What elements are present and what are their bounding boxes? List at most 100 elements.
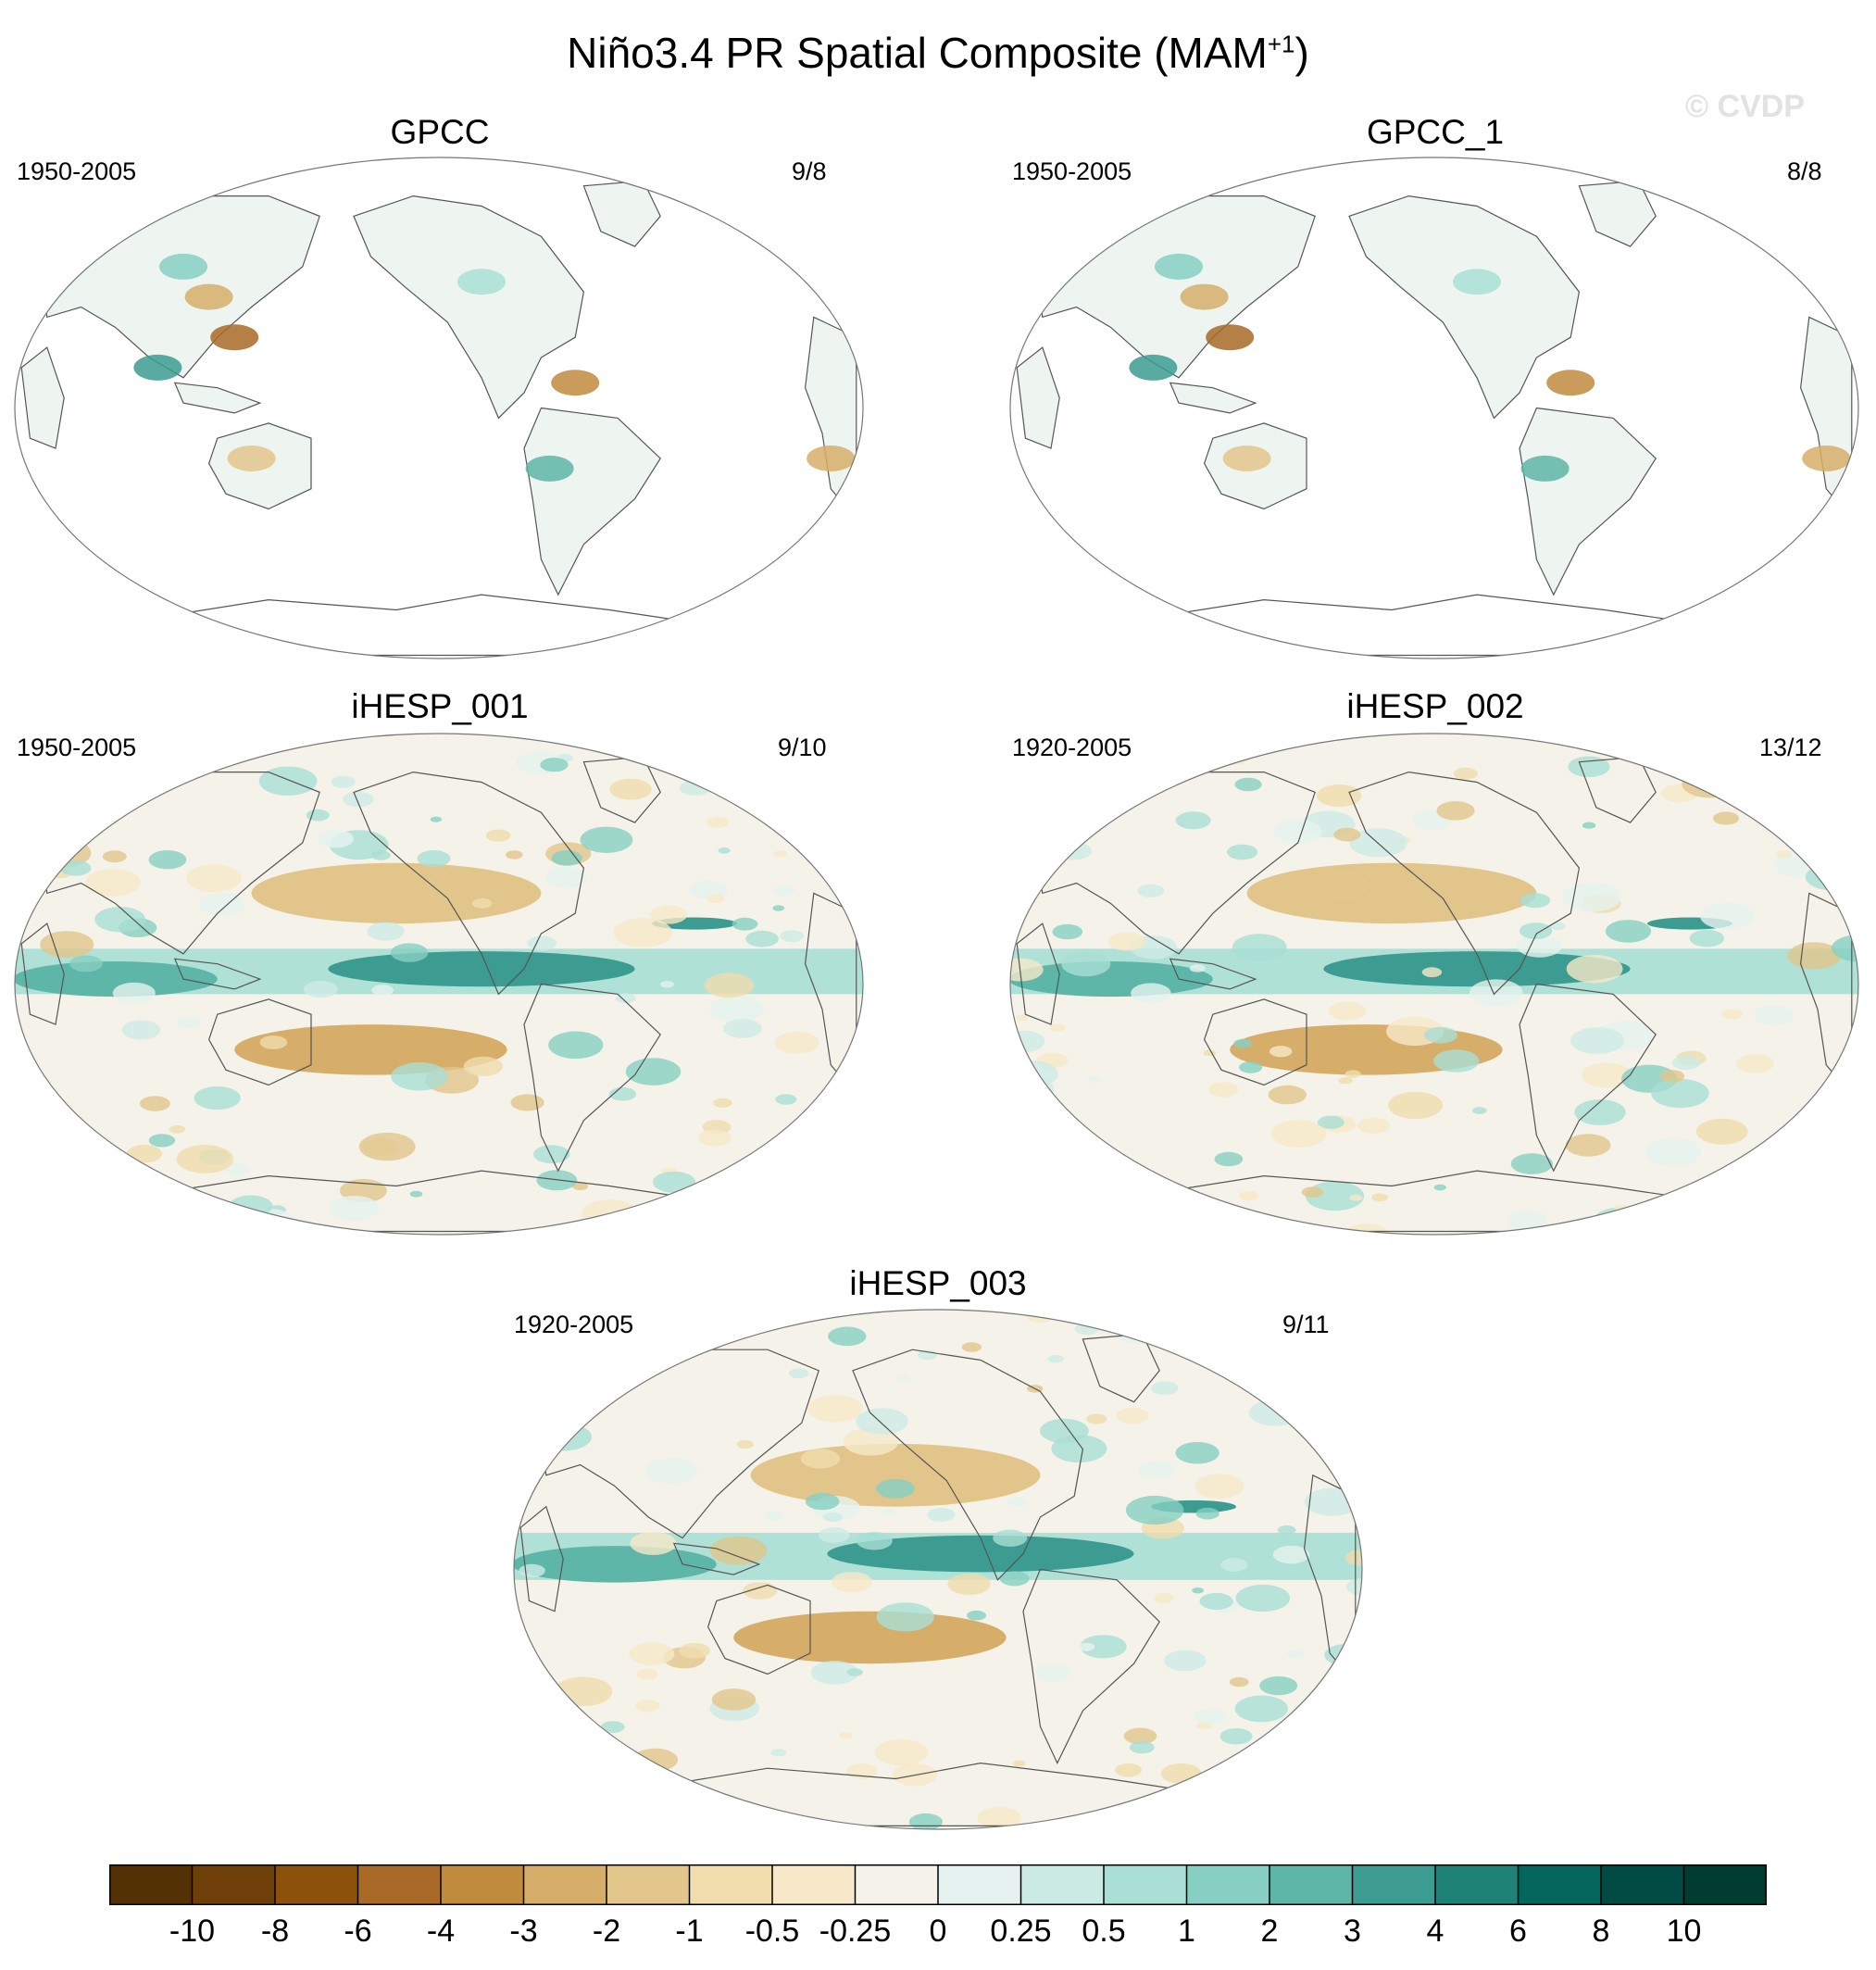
anomaly-patch (56, 1220, 100, 1235)
anomaly-patch (608, 1087, 637, 1101)
panel-years-ihesp-002: 1920-2005 (1012, 734, 1132, 761)
anomaly-patch (15, 1190, 27, 1201)
land-anomaly-patch (1129, 354, 1178, 381)
anomaly-patch (1453, 767, 1478, 780)
anomaly-patch (795, 1132, 837, 1153)
anomaly-patch (810, 1661, 858, 1685)
anomaly-patch (1328, 1001, 1367, 1021)
title-closing: ) (1294, 29, 1309, 77)
anomaly-patch (713, 1098, 732, 1108)
anomaly-patch (1388, 1091, 1443, 1120)
anomaly-patch (510, 1094, 544, 1111)
anomaly-patch (1248, 1399, 1302, 1426)
anomaly-patch (856, 1532, 893, 1550)
land-anomaly-patch (1180, 283, 1229, 310)
anomaly-patch (1273, 819, 1322, 844)
anomaly-patch (417, 850, 451, 867)
anomaly-patch (514, 1444, 545, 1468)
colorbar-label: 3 (1344, 1914, 1361, 1949)
anomaly-patch (199, 892, 246, 916)
anomaly-patch (329, 1196, 380, 1222)
anomaly-patch (318, 829, 354, 848)
anomaly-patch (1125, 1495, 1184, 1525)
anomaly-patch (1010, 1175, 1048, 1195)
anomaly-patch (1776, 849, 1792, 859)
pacific-wet-anomaly (1323, 951, 1631, 987)
anomaly-patch (967, 1610, 986, 1621)
anomaly-patch (1026, 1188, 1081, 1216)
anomaly-patch (121, 1020, 161, 1040)
anomaly-patch (1436, 801, 1475, 821)
anomaly-patch (1344, 1223, 1389, 1235)
anomaly-patch (1605, 920, 1652, 943)
anomaly-patch (704, 972, 755, 998)
land-anomaly-patch (227, 445, 276, 471)
colorbar-swatch (1601, 1864, 1684, 1905)
anomaly-patch (1805, 863, 1858, 891)
anomaly-patch (597, 1374, 633, 1393)
anomaly-patch (775, 1094, 797, 1105)
anomaly-patch (1214, 1151, 1244, 1167)
anomaly-patch (1018, 770, 1066, 795)
anomaly-patch (745, 930, 779, 947)
land-anomaly-patch (184, 283, 233, 310)
panel-years-gpcc: 1950-2005 (17, 157, 137, 185)
colorbar-swatch (1518, 1864, 1602, 1905)
colorbar-label: -4 (426, 1914, 456, 1949)
anomaly-patch (1016, 1014, 1029, 1021)
land-anomaly-patch (1453, 269, 1501, 295)
anomaly-patch (1289, 1322, 1316, 1336)
anomaly-patch (819, 850, 847, 864)
anomaly-patch (736, 1439, 755, 1449)
coastline-northAmerica (852, 1349, 1084, 1581)
colorbar-swatch (938, 1864, 1021, 1905)
map-gpcc (14, 157, 864, 659)
colorbar-swatch (1186, 1864, 1270, 1905)
anomaly-patch (601, 1721, 625, 1733)
anomaly-patch (1272, 1545, 1309, 1564)
anomaly-patch (1241, 1310, 1293, 1324)
anomaly-patch (633, 1208, 655, 1219)
anomaly-patch (1007, 1497, 1028, 1507)
anomaly-patch (774, 1031, 819, 1054)
anomaly-patch (229, 1195, 273, 1217)
anomaly-patch (1519, 922, 1553, 939)
anomaly-patch (1080, 1635, 1127, 1659)
anomaly-patch (993, 1529, 1028, 1547)
colorbar-label: -10 (169, 1914, 216, 1949)
colorbar (109, 1864, 1767, 1905)
land-anomaly-patch (210, 324, 259, 351)
colorbar-label: -6 (344, 1914, 372, 1949)
land-anomaly-patch (525, 455, 574, 482)
anomaly-patch (788, 1178, 844, 1206)
anomaly-patch (1659, 1070, 1685, 1083)
anomaly-patch (709, 995, 765, 1023)
anomaly-patch (697, 1129, 732, 1147)
anomaly-patch (544, 867, 587, 888)
coastline-southAmerica (1022, 1568, 1160, 1764)
anomaly-patch (908, 1813, 943, 1829)
anomaly-patch (1115, 1763, 1143, 1777)
anomaly-patch (1010, 1147, 1056, 1175)
anomaly-patch (514, 1807, 542, 1829)
panel-years-ihesp-003: 1920-2005 (514, 1311, 634, 1338)
anomaly-patch (126, 1145, 163, 1163)
anomaly-patch (519, 1563, 545, 1577)
map-gpcc-1 (1009, 157, 1859, 659)
anomaly-patch (551, 850, 582, 866)
colorbar-swatch (772, 1864, 856, 1905)
anomaly-patch (828, 1326, 867, 1347)
anomaly-patch (1165, 746, 1202, 765)
anomaly-patch (57, 1218, 103, 1235)
anomaly-patch (819, 1527, 850, 1543)
anomaly-patch (773, 885, 795, 897)
anomaly-patch (1139, 1461, 1175, 1479)
anomaly-patch (1013, 743, 1050, 761)
anomaly-patch (831, 1572, 873, 1593)
anomaly-patch (1051, 1435, 1107, 1463)
colorbar-swatch (1269, 1864, 1353, 1905)
anomaly-patch (927, 1507, 956, 1522)
anomaly-patch (1148, 1193, 1184, 1211)
colorbar-swatch (523, 1864, 607, 1905)
anomaly-patch (1433, 1184, 1446, 1191)
